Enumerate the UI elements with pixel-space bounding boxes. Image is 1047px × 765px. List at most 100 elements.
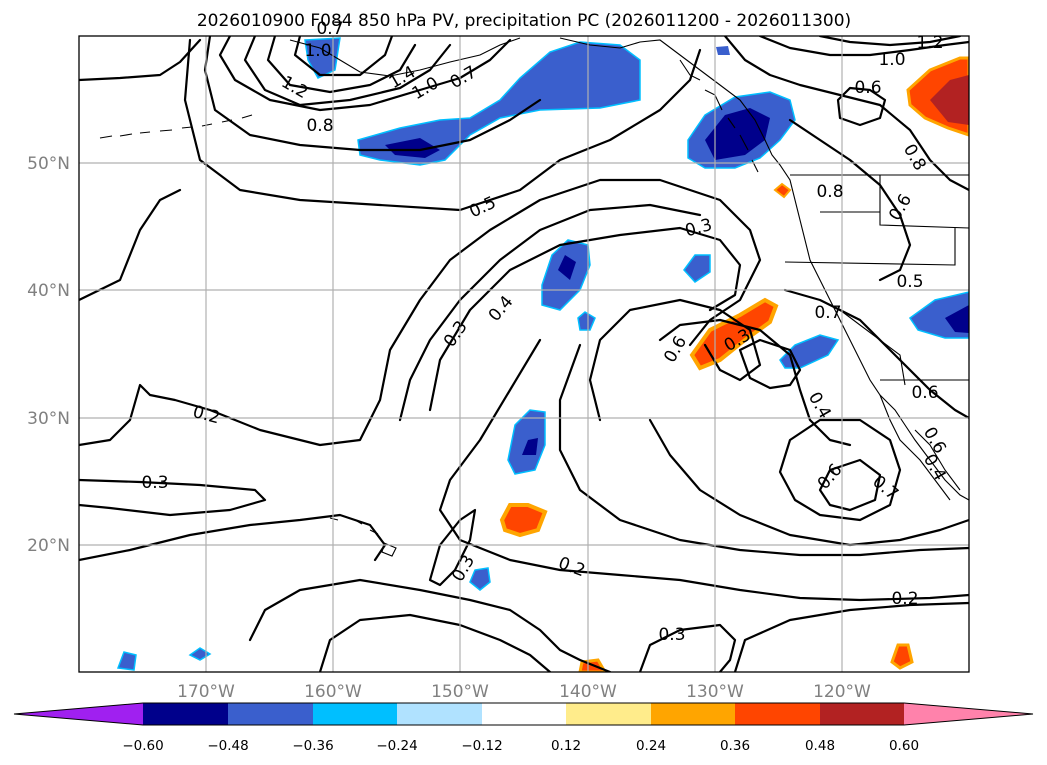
colorbar-tick-label: 0.36 — [720, 738, 750, 754]
pv-contour — [79, 38, 202, 82]
precip-negative-area — [522, 438, 538, 455]
pv-contour — [648, 418, 969, 547]
colorbar-segment — [651, 703, 735, 725]
pv-contour — [293, 36, 394, 77]
precip-negative-area — [683, 254, 711, 283]
lon-label: 150°W — [431, 682, 489, 702]
precip-positive-area — [930, 75, 969, 125]
gulf-of-alaska-coastline — [559, 37, 969, 501]
precip-negative-area — [577, 311, 596, 331]
map-title: 2026010900 F084 850 hPa PV, precipitatio… — [197, 11, 851, 31]
state-boundaries — [784, 175, 969, 386]
aleutian-islands — [99, 114, 253, 139]
pv-contour — [318, 613, 552, 672]
lat-label: 40°N — [27, 281, 70, 301]
colorbar-segment — [313, 703, 397, 725]
graticule — [79, 36, 969, 672]
precip-negative-area — [469, 567, 491, 591]
precip-negative-area — [385, 138, 440, 158]
pv-contour — [783, 288, 969, 420]
colorbar-tick-label: −0.36 — [292, 738, 333, 754]
pv-contour — [723, 36, 969, 192]
pv-contour — [218, 36, 512, 112]
colorbar-segment — [566, 703, 651, 725]
pv-contour — [428, 508, 477, 587]
pv-contour — [243, 36, 452, 107]
alaska-coastline — [289, 37, 521, 77]
pv-contour — [79, 188, 182, 302]
map-frame — [78, 35, 970, 673]
colorbar-tick-label: −0.24 — [376, 738, 417, 754]
colorbar-segment — [143, 703, 228, 725]
colorbar-tick-label: −0.12 — [461, 738, 502, 754]
colorbar-tick-label: 0.48 — [805, 738, 835, 754]
pv-contour — [778, 418, 902, 522]
colorbar-segment — [397, 703, 482, 725]
pv-contour — [79, 478, 267, 517]
lon-label: 130°W — [686, 682, 744, 702]
pv-contour — [588, 298, 762, 422]
baja-coastline — [879, 394, 961, 501]
pv-contour — [818, 36, 962, 47]
contour-label: 1.2 — [916, 33, 943, 53]
precip-positive-area — [689, 297, 779, 371]
colorbar-tick-label: −0.48 — [207, 738, 248, 754]
pv-contour — [658, 318, 852, 447]
precip-negative-area — [705, 108, 770, 160]
precip-shading — [116, 37, 969, 672]
colorbar-segment — [735, 703, 820, 725]
contour-label: 0.8 — [816, 182, 843, 202]
pv-contour — [558, 343, 969, 557]
colorbar-segment — [228, 703, 313, 725]
precip-negative-area — [507, 409, 546, 475]
contour-label: 0.3 — [141, 473, 168, 493]
lat-label: 30°N — [27, 409, 70, 429]
colorbar-min-extension — [14, 703, 143, 725]
contour-label: 1.0 — [304, 41, 331, 61]
map-background — [79, 36, 969, 672]
contour-label: 0.6 — [911, 383, 938, 403]
colorbar: −0.60 −0.48 −0.36 −0.24 −0.12 0.12 0.24 … — [13, 702, 1034, 754]
contour-label: 0.7 — [814, 303, 841, 323]
pv-contour — [818, 458, 882, 512]
precip-positive-area — [499, 503, 548, 538]
pv-contour — [398, 203, 702, 422]
contour-label: 1.0 — [878, 50, 905, 70]
pv-contour — [788, 118, 912, 282]
contour-label: 0.2 — [891, 589, 918, 609]
latitude-labels: 50°N 40°N 30°N 20°N — [27, 154, 70, 556]
pv-contour — [438, 338, 969, 602]
lon-label: 140°W — [559, 682, 617, 702]
precip-positive-area — [890, 643, 914, 670]
pv-contour — [203, 36, 542, 152]
colorbar-outline — [13, 702, 1034, 726]
colorbar-segment — [482, 703, 566, 725]
contour-label: 0.8 — [306, 116, 333, 136]
pv-contour — [248, 578, 612, 672]
pv-contour — [836, 86, 887, 127]
lat-label: 20°N — [27, 536, 70, 556]
contour-label: 0.3 — [658, 625, 685, 645]
precip-negative-area — [716, 46, 730, 55]
precip-negative-area — [188, 647, 212, 661]
lon-label: 120°W — [813, 682, 871, 702]
pv-contour — [638, 623, 737, 672]
pv-contour — [738, 338, 802, 390]
contour-label: 0.5 — [896, 272, 923, 292]
precip-negative-area — [945, 305, 969, 333]
colorbar-tick-label: 0.24 — [636, 738, 666, 754]
pv-contour — [733, 601, 969, 672]
contour-label: 0.6 — [854, 78, 881, 98]
colorbar-tick-label: −0.60 — [122, 738, 163, 754]
lon-label: 160°W — [304, 682, 362, 702]
lat-label: 50°N — [27, 154, 70, 174]
lon-label: 170°W — [177, 682, 235, 702]
longitude-labels: 170°W 160°W 150°W 140°W 130°W 120°W — [177, 682, 871, 702]
colorbar-tick-label: 0.12 — [551, 738, 581, 754]
precip-negative-area — [116, 651, 137, 671]
pv-contour — [266, 36, 417, 94]
colorbar-max-extension — [904, 703, 1033, 725]
colorbar-tick-label: 0.60 — [889, 738, 919, 754]
pv-contour — [758, 36, 969, 57]
